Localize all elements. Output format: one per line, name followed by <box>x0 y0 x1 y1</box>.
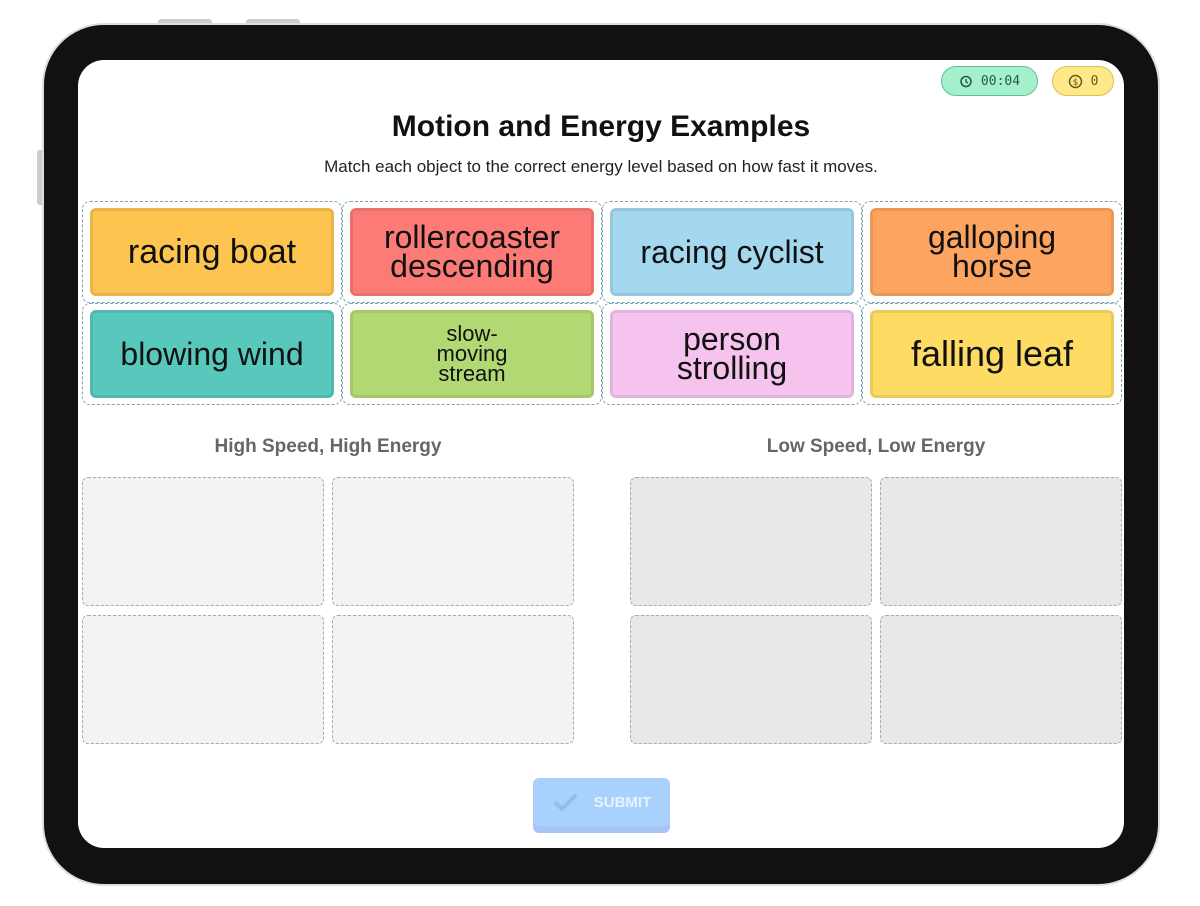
draggable-card[interactable]: racing boat <box>90 208 334 296</box>
draggable-card[interactable]: slow-moving stream <box>350 310 594 398</box>
card-slot: galloping horse <box>862 201 1122 303</box>
drop-zone-high[interactable] <box>82 477 324 606</box>
drop-zone-high[interactable] <box>82 615 324 744</box>
card-slot: racing boat <box>82 201 342 303</box>
drop-zone-high[interactable] <box>332 615 574 744</box>
category-title-high: High Speed, High Energy <box>214 436 442 457</box>
submit-button[interactable]: SUBMIT <box>533 778 670 826</box>
submit-label: SUBMIT <box>593 793 652 811</box>
category-title-low: Low Speed, Low Energy <box>766 436 986 457</box>
device-button <box>158 19 212 25</box>
coin-icon: $ <box>1068 74 1082 88</box>
drop-zone-low[interactable] <box>880 615 1122 744</box>
draggable-card[interactable]: falling leaf <box>870 310 1114 398</box>
timer-value: 00:04 <box>980 73 1021 89</box>
drop-zone-low[interactable] <box>880 477 1122 606</box>
drop-zone-low[interactable] <box>630 615 872 744</box>
card-slot: slow-moving stream <box>342 303 602 405</box>
coin-count: 0 <box>1090 73 1099 89</box>
timer-badge: 00:04 <box>941 66 1038 96</box>
drop-zone-high[interactable] <box>332 477 574 606</box>
card-slot: person strolling <box>602 303 862 405</box>
card-slot: rollercoaster descending <box>342 201 602 303</box>
draggable-card[interactable]: blowing wind <box>90 310 334 398</box>
card-slot: blowing wind <box>82 303 342 405</box>
svg-text:$: $ <box>1072 78 1078 88</box>
timer-icon <box>960 75 972 88</box>
draggable-card[interactable]: rollercoaster descending <box>350 208 594 296</box>
card-slot: falling leaf <box>862 303 1122 405</box>
check-icon <box>553 793 578 812</box>
device-button <box>37 150 43 205</box>
draggable-card[interactable]: galloping horse <box>870 208 1114 296</box>
page-subtitle: Match each object to the correct energy … <box>324 157 878 176</box>
screen: 00:04 $ 0 Motion and Energy Examples Mat… <box>78 60 1124 848</box>
draggable-card[interactable]: racing cyclist <box>610 208 854 296</box>
coin-badge: $ 0 <box>1052 66 1114 96</box>
device-button <box>246 19 300 25</box>
drop-zone-low[interactable] <box>630 477 872 606</box>
card-slot: racing cyclist <box>602 201 862 303</box>
page-title: Motion and Energy Examples <box>391 110 811 143</box>
draggable-card[interactable]: person strolling <box>610 310 854 398</box>
